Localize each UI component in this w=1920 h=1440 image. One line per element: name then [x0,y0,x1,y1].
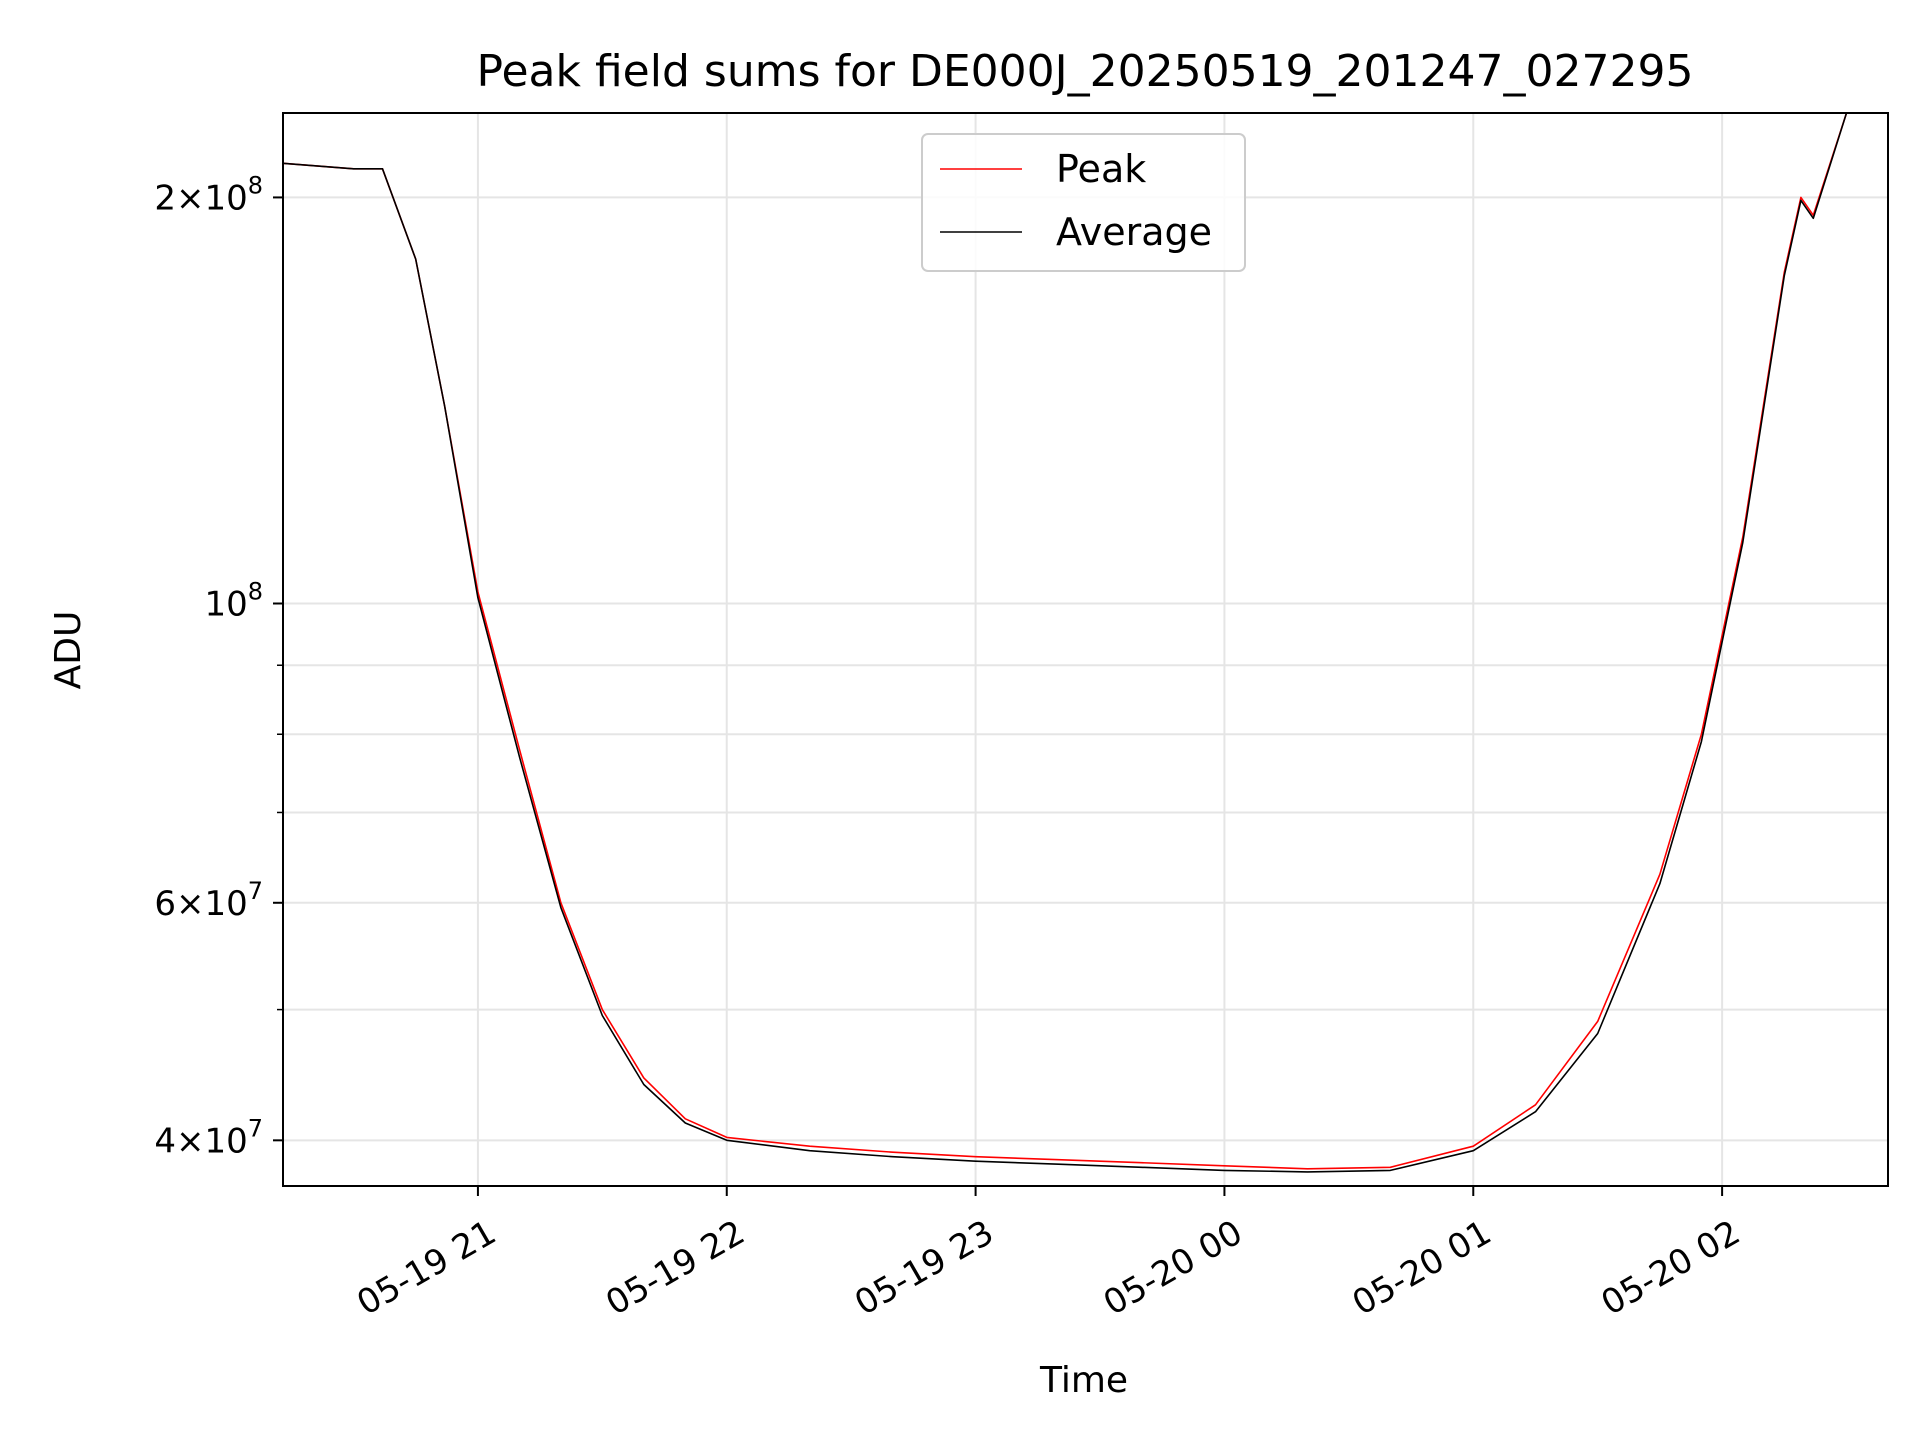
y-tick-label: 6×107 [154,877,263,924]
plot-frame [282,112,1889,1187]
y-tick-label: 2×108 [154,171,263,218]
y-tick-label: 4×107 [154,1114,263,1161]
y-axis: 2×108 108 6×107 4×107 [154,171,283,1161]
x-axis-label: Time [1039,1360,1128,1401]
legend-label-peak: Peak [1056,147,1146,191]
series-line-average [282,112,1848,1173]
legend-label-average: Average [1056,210,1212,254]
y-tick-label: 108 [204,578,263,625]
chart-title: Peak field sums for DE000J_20250519_2012… [477,46,1694,97]
series-layer [282,112,1848,1173]
y-axis-label: ADU [48,611,89,690]
legend: Peak Average [921,133,1246,272]
series-line-peak [282,112,1848,1170]
